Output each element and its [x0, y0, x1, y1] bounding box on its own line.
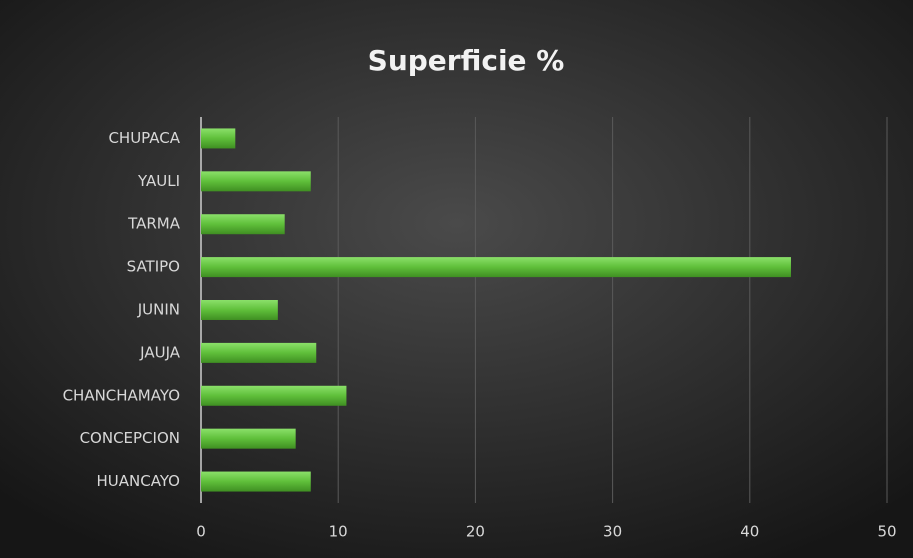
bar [201, 128, 236, 149]
x-tick-label: 20 [466, 523, 485, 541]
y-tick-label: CONCEPCION [80, 429, 180, 447]
x-tick-label: 0 [196, 523, 206, 541]
bar [201, 257, 791, 278]
bar [201, 385, 347, 406]
bar [201, 171, 311, 192]
bar [201, 342, 317, 363]
chart-title: Superficie % [368, 44, 565, 77]
y-tick-label: JAUJA [139, 343, 181, 361]
bar [201, 428, 296, 449]
y-tick-label: CHANCHAMAYO [63, 386, 180, 404]
y-tick-label: HUANCAYO [97, 472, 180, 490]
y-tick-label: CHUPACA [108, 129, 180, 147]
x-tick-label: 40 [740, 523, 759, 541]
x-tick-label: 10 [329, 523, 348, 541]
bar [201, 471, 311, 492]
y-tick-label: SATIPO [127, 258, 180, 276]
y-tick-label: TARMA [127, 215, 181, 233]
x-tick-label: 30 [603, 523, 622, 541]
x-tick-label: 50 [877, 523, 896, 541]
bar [201, 214, 285, 235]
y-tick-label: YAULI [137, 172, 180, 190]
bar [201, 300, 278, 320]
y-tick-label: JUNIN [137, 301, 180, 319]
